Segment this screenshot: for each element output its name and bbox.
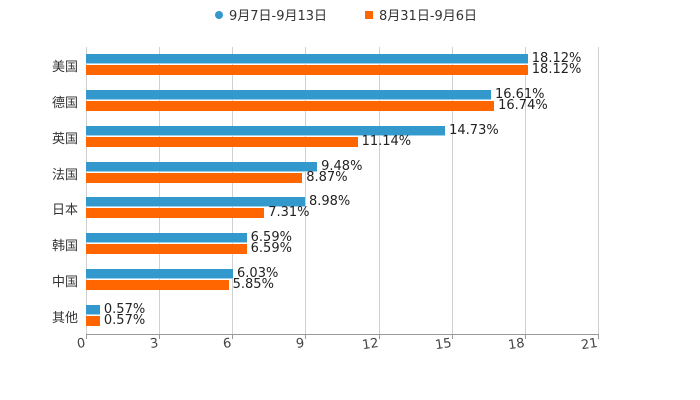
category-label: 法国: [51, 167, 78, 183]
x-axis-tick: [451, 334, 453, 339]
legend-label: 8月31日-9月6日: [379, 9, 478, 24]
x-axis-tick: [378, 334, 380, 339]
x-axis-tick: [86, 334, 87, 339]
data-label: 16.61%: [494, 86, 545, 102]
data-label: 11.14%: [361, 133, 412, 149]
category-label: 德国: [51, 95, 78, 111]
category-label: 其他: [51, 311, 78, 327]
bar-previous-week[interactable]: [86, 316, 100, 327]
y-axis-line: [86, 47, 87, 334]
gridline: [598, 47, 599, 334]
category-label: 美国: [51, 59, 78, 75]
bar-previous-week[interactable]: [86, 136, 358, 147]
category-label: 英国: [51, 131, 78, 147]
x-axis-tick: [159, 334, 161, 339]
x-axis-tick-label: 6: [222, 336, 233, 353]
data-label: 8.87%: [306, 169, 348, 185]
gridline: [159, 47, 161, 334]
x-axis-tick: [598, 334, 599, 339]
bar-current-week[interactable]: [86, 269, 234, 280]
data-label: 9.48%: [321, 158, 363, 174]
bar-previous-week[interactable]: [86, 244, 247, 255]
bar-current-week[interactable]: [86, 125, 446, 136]
bar-previous-week[interactable]: [86, 280, 229, 291]
bar-previous-week[interactable]: [86, 64, 528, 75]
data-label: 14.73%: [449, 122, 499, 138]
gridline: [232, 47, 234, 334]
data-label: 0.57%: [103, 302, 146, 318]
x-axis-tick-label: 12: [360, 336, 380, 354]
gridline: [524, 47, 526, 334]
bar-current-week[interactable]: [86, 89, 491, 100]
legend-label: 9月7日-9月13日: [229, 9, 328, 24]
x-axis-tick: [305, 334, 307, 339]
chart-legend: 9月7日-9月13日 8月31日-9月6日: [0, 5, 700, 24]
x-axis-tick-label: 9: [295, 336, 306, 353]
bar-previous-week[interactable]: [86, 172, 303, 183]
legend-item[interactable]: 9月7日-9月13日: [215, 5, 327, 24]
bar-current-week[interactable]: [86, 53, 528, 64]
bar-previous-week[interactable]: [86, 100, 495, 111]
gridline: [451, 47, 453, 334]
data-label: 18.12%: [531, 61, 582, 77]
category-label: 中国: [51, 275, 78, 291]
bar-current-week[interactable]: [86, 161, 318, 172]
gridline: [378, 47, 380, 334]
bar-current-week[interactable]: [86, 305, 100, 316]
x-axis-tick-label: 21: [580, 336, 599, 354]
data-label: 5.85%: [232, 277, 274, 293]
x-axis-tick-label: 18: [507, 336, 526, 354]
x-axis-line: [86, 334, 599, 335]
legend-marker-icon: [365, 10, 373, 19]
data-label: 16.74%: [498, 97, 548, 113]
bar-current-week[interactable]: [86, 233, 247, 244]
x-axis-tick: [524, 334, 526, 339]
category-label: 日本: [51, 203, 78, 219]
data-label: 7.31%: [268, 205, 310, 221]
bar-current-week[interactable]: [86, 197, 305, 208]
data-label: 6.59%: [250, 230, 292, 246]
data-label: 6.59%: [250, 241, 292, 257]
data-label: 0.57%: [103, 313, 146, 329]
category-label: 韩国: [51, 239, 78, 255]
x-axis-tick: [232, 334, 234, 339]
legend-marker-icon: [215, 10, 223, 19]
bar-previous-week[interactable]: [86, 208, 265, 219]
x-axis-tick-label: 3: [149, 336, 160, 353]
data-label: 18.12%: [531, 50, 582, 66]
legend-item[interactable]: 8月31日-9月6日: [365, 5, 477, 24]
x-axis-tick-label: 15: [433, 336, 453, 354]
data-label: 6.03%: [237, 266, 279, 282]
gridline: [305, 47, 307, 334]
data-label: 8.98%: [308, 194, 351, 210]
x-axis-tick-label: 0: [76, 336, 87, 353]
